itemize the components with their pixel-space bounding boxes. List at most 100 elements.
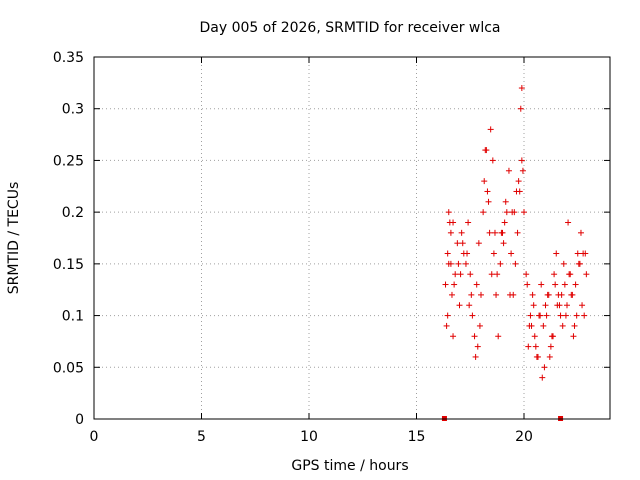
data-point: [583, 271, 590, 278]
data-point: [561, 281, 568, 288]
data-point: [459, 240, 466, 247]
data-point: [445, 209, 452, 216]
data-point: [448, 291, 455, 298]
data-point: [458, 229, 465, 236]
data-point: [501, 219, 508, 226]
data-point: [553, 250, 560, 257]
data-point: [507, 291, 514, 298]
data-point: [474, 343, 481, 350]
data-point: [562, 312, 569, 319]
data-point: [483, 147, 490, 154]
data-point: [518, 85, 525, 92]
data-point: [557, 312, 564, 319]
data-point: [486, 229, 493, 236]
data-point: [582, 250, 589, 257]
data-point: [512, 260, 519, 267]
data-point: [495, 333, 502, 340]
data-point: [569, 291, 576, 298]
data-point: [552, 281, 559, 288]
data-point: [469, 312, 476, 319]
data-point: [581, 312, 588, 319]
data-point: [527, 312, 534, 319]
data-point: [476, 322, 483, 329]
y-tick-label: 0.05: [53, 360, 84, 376]
x-tick-label: 15: [408, 429, 426, 445]
data-point: [567, 271, 574, 278]
data-point: [491, 229, 498, 236]
data-point: [531, 333, 538, 340]
x-tick-label: 20: [515, 429, 533, 445]
data-point: [518, 157, 525, 164]
data-point: [450, 219, 457, 226]
data-point: [472, 353, 479, 360]
data-point: [514, 229, 521, 236]
data-point: [500, 240, 507, 247]
data-point: [559, 322, 566, 329]
data-point: [503, 209, 510, 216]
y-tick-label: 0.2: [62, 205, 84, 221]
data-point: [539, 374, 546, 381]
data-point: [541, 364, 548, 371]
data-point: [454, 240, 461, 247]
data-point: [532, 343, 539, 350]
data-point: [457, 271, 464, 278]
data-point: [538, 281, 545, 288]
data-point: [547, 343, 554, 350]
data-point: [509, 209, 516, 216]
data-point: [444, 312, 451, 319]
data-point: [485, 198, 492, 205]
data-point: [565, 219, 572, 226]
data-point: [519, 167, 526, 174]
grid-lines: [94, 57, 610, 419]
data-point: [490, 250, 497, 257]
y-tick-label: 0.15: [53, 257, 84, 273]
axis-ticks: [93, 56, 610, 420]
chart-title: Day 005 of 2026, SRMTID for receiver wlc…: [199, 20, 500, 36]
data-point: [525, 343, 532, 350]
x-tick-label: 0: [90, 429, 99, 445]
data-point: [456, 302, 463, 309]
data-point: [564, 302, 570, 309]
data-point: [543, 312, 550, 319]
data-point: [451, 281, 458, 288]
data-point: [573, 312, 580, 319]
data-point: [542, 302, 549, 309]
data-point: [526, 322, 533, 329]
data-point: [466, 302, 473, 309]
data-point: [478, 291, 484, 298]
data-point: [524, 281, 531, 288]
data-point: [575, 260, 582, 267]
data-point: [513, 188, 520, 195]
data-point: [529, 291, 536, 298]
data-point: [572, 281, 579, 288]
plot-frame: [93, 56, 611, 420]
data-point: [571, 322, 578, 329]
data-point: [464, 250, 471, 257]
x-axis-label: GPS time / hours: [291, 458, 408, 474]
data-point: [468, 291, 475, 298]
data-point: [442, 281, 449, 288]
data-point: [452, 271, 459, 278]
data-point: [534, 353, 541, 360]
y-tick-label: 0.1: [62, 309, 84, 325]
data-point: [498, 229, 505, 236]
data-point: [502, 198, 509, 205]
data-point: [523, 271, 530, 278]
data-point: [455, 260, 462, 267]
y-tick-label: 0.35: [53, 50, 84, 66]
data-point: [444, 250, 451, 257]
data-point: [577, 229, 584, 236]
data-point: [465, 219, 472, 226]
data-point: [487, 126, 494, 133]
data-point: [508, 250, 515, 257]
data-point: [530, 302, 537, 309]
data-point: [556, 302, 563, 309]
data-point: [473, 281, 480, 288]
x-tick-label: 5: [197, 429, 206, 445]
data-point: [462, 260, 469, 267]
y-axis-label: SRMTID / TECUs: [6, 182, 22, 295]
data-point: [475, 240, 482, 247]
data-point: [570, 333, 577, 340]
data-point: [517, 105, 524, 112]
y-tick-label: 0.25: [53, 153, 84, 169]
